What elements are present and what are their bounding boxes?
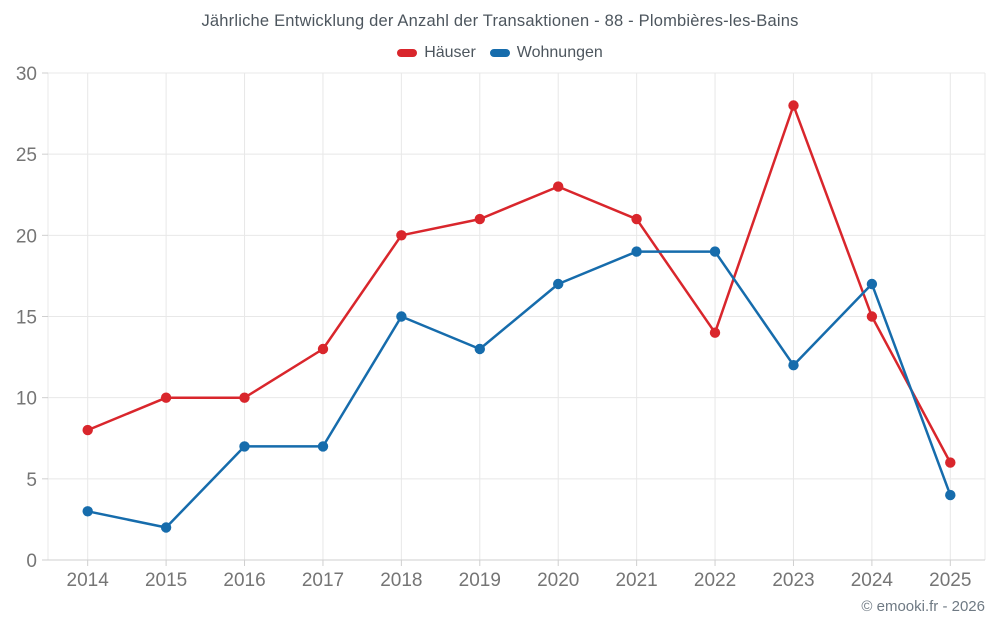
data-point-wohnungen-2024[interactable] bbox=[866, 278, 878, 290]
data-point-wohnungen-2020[interactable] bbox=[553, 278, 564, 290]
data-point-wohnungen-2022[interactable] bbox=[709, 246, 721, 257]
data-point-wohnungen-2017[interactable] bbox=[317, 441, 329, 452]
data-point-haeuser-2020[interactable] bbox=[553, 181, 564, 192]
legend-label-wohnungen: Wohnungen bbox=[516, 44, 603, 61]
data-point-haeuser-2014[interactable] bbox=[82, 424, 93, 436]
gridlines bbox=[47, 72, 986, 560]
chart-footer-credit: © emooki.fr - 2026 bbox=[861, 598, 985, 615]
y-tick-label-30: 30 bbox=[16, 64, 37, 85]
chart-legend: Häuser Wohnungen bbox=[0, 44, 1000, 62]
legend-item-wohnungen[interactable]: Wohnungen bbox=[489, 44, 603, 62]
x-tick-label-2015: 2015 bbox=[145, 570, 187, 591]
data-point-wohnungen-2025[interactable] bbox=[945, 489, 956, 501]
x-tick-label-2022: 2022 bbox=[694, 570, 736, 591]
series-line-haeuser bbox=[86, 104, 952, 464]
y-tick-label-20: 20 bbox=[16, 226, 37, 247]
data-point-haeuser-2015[interactable] bbox=[160, 392, 172, 403]
x-tick-label-2020: 2020 bbox=[537, 570, 579, 591]
data-point-wohnungen-2023[interactable] bbox=[788, 360, 799, 371]
data-point-haeuser-2021[interactable] bbox=[631, 213, 642, 225]
x-tick-label-2025: 2025 bbox=[929, 570, 971, 591]
x-tick-label-2014: 2014 bbox=[67, 570, 110, 591]
data-point-haeuser-2019[interactable] bbox=[474, 213, 485, 225]
y-tick-label-15: 15 bbox=[16, 308, 37, 329]
y-tick-label-0: 0 bbox=[26, 551, 37, 572]
x-tick-label-2016: 2016 bbox=[223, 570, 265, 591]
x-tick-label-2018: 2018 bbox=[380, 570, 422, 591]
data-point-haeuser-2025[interactable] bbox=[945, 457, 956, 468]
x-tick-label-2024: 2024 bbox=[851, 570, 894, 591]
data-point-haeuser-2017[interactable] bbox=[317, 343, 329, 355]
legend-swatch-wohnungen-icon bbox=[489, 49, 510, 57]
x-tick-label-2023: 2023 bbox=[772, 570, 814, 591]
series-haeuser bbox=[82, 100, 956, 468]
data-point-haeuser-2024[interactable] bbox=[866, 311, 878, 322]
x-tick-label-2017: 2017 bbox=[302, 570, 344, 591]
data-point-wohnungen-2016[interactable] bbox=[239, 441, 250, 452]
x-tick-label-2019: 2019 bbox=[459, 570, 501, 591]
y-tick-label-10: 10 bbox=[16, 389, 37, 410]
x-tick-label-2021: 2021 bbox=[615, 570, 657, 591]
data-point-wohnungen-2018[interactable] bbox=[396, 311, 407, 322]
data-point-wohnungen-2014[interactable] bbox=[82, 506, 93, 517]
series-line-wohnungen bbox=[86, 250, 952, 529]
y-tick-label-5: 5 bbox=[26, 470, 37, 491]
data-point-haeuser-2022[interactable] bbox=[709, 327, 721, 338]
data-point-haeuser-2023[interactable] bbox=[788, 100, 799, 111]
data-point-haeuser-2018[interactable] bbox=[396, 230, 407, 241]
y-tick-label-25: 25 bbox=[16, 145, 37, 166]
data-point-haeuser-2016[interactable] bbox=[239, 392, 250, 403]
legend-item-haeuser[interactable]: Häuser bbox=[397, 44, 476, 62]
data-point-wohnungen-2015[interactable] bbox=[160, 522, 172, 533]
legend-label-haeuser: Häuser bbox=[424, 44, 476, 61]
legend-swatch-haeuser-icon bbox=[397, 49, 418, 57]
axes bbox=[42, 72, 985, 566]
data-point-wohnungen-2021[interactable] bbox=[631, 246, 642, 257]
data-point-wohnungen-2019[interactable] bbox=[474, 343, 485, 355]
series-wohnungen bbox=[82, 246, 956, 533]
chart-title: Jährliche Entwicklung der Anzahl der Tra… bbox=[201, 12, 799, 30]
